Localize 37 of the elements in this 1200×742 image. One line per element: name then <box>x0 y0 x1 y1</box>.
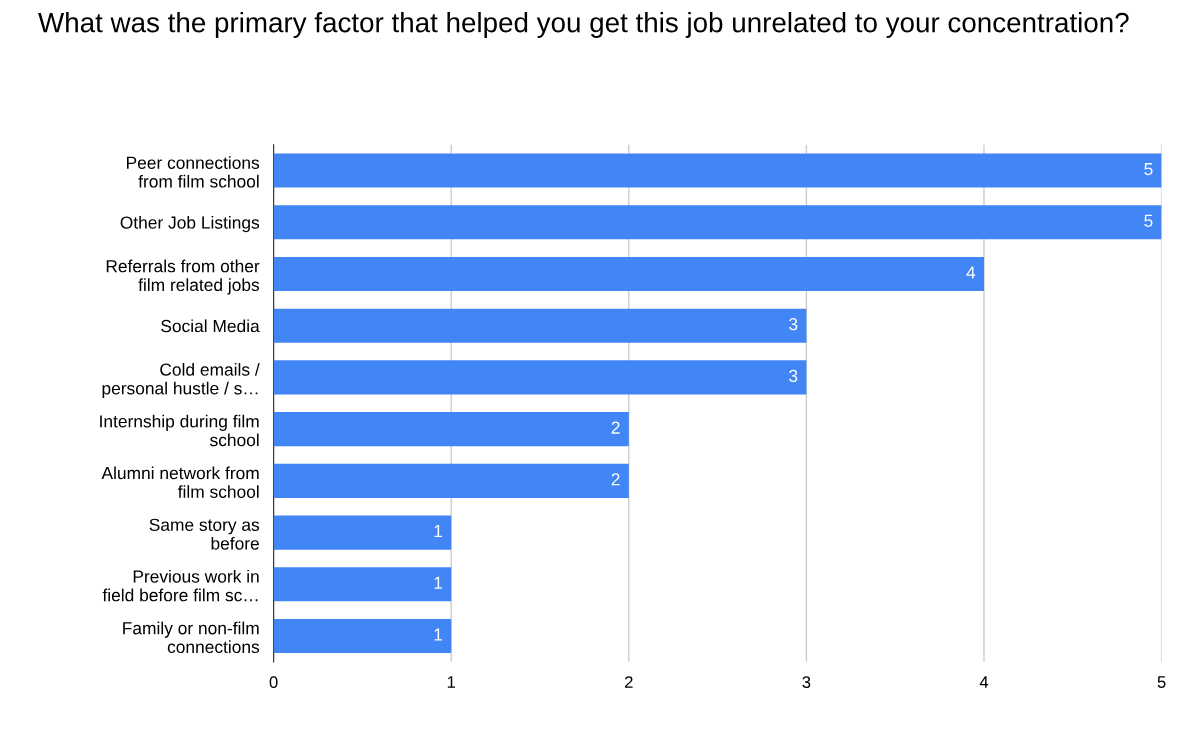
bar <box>273 412 629 447</box>
y-tick-label: Cold emails / personal hustle / s… <box>102 363 260 398</box>
y-tick-label: Referrals from other film related jobs <box>106 259 260 295</box>
y-tick-label: Social Media <box>161 319 260 333</box>
x-tick-label: 1 <box>447 676 456 688</box>
data-label: 3 <box>789 369 798 383</box>
bar <box>273 515 452 550</box>
data-label: 1 <box>434 576 443 589</box>
data-label: 5 <box>1144 214 1153 227</box>
data-label: 2 <box>611 421 620 434</box>
data-label: 5 <box>1144 163 1153 176</box>
y-tick-label: Peer connections from film school <box>126 156 260 188</box>
data-label: 3 <box>789 318 798 331</box>
x-tick-label: 3 <box>802 676 811 688</box>
data-label: 4 <box>966 266 976 279</box>
y-tick-label: Same story as before <box>149 518 260 550</box>
bar <box>273 205 1162 240</box>
chart-title: What was the primary factor that helped you get this job unrelated to your concentration? <box>38 12 1129 38</box>
x-tick-label: 4 <box>979 676 989 688</box>
bar <box>273 618 452 654</box>
bar <box>273 256 984 292</box>
y-tick-label: Internship during film school <box>100 414 259 447</box>
x-tick-label: 2 <box>625 676 633 688</box>
x-tick-label: 0 <box>269 676 278 688</box>
bar <box>273 153 1162 188</box>
x-tick-label: 5 <box>1157 676 1166 688</box>
data-label: 1 <box>434 525 443 538</box>
data-label: 1 <box>434 628 443 641</box>
data-label: 2 <box>611 473 620 486</box>
y-tick-label: Other Job Listings <box>120 215 260 233</box>
bar <box>273 308 807 343</box>
bar <box>273 567 452 602</box>
y-tick-label: Alumni network from film school <box>101 466 259 498</box>
bar <box>273 463 629 498</box>
bar <box>273 360 807 395</box>
y-tick-label: Family or non-film connections <box>123 621 260 654</box>
y-tick-label: Previous work in field before film sc… <box>102 569 259 602</box>
